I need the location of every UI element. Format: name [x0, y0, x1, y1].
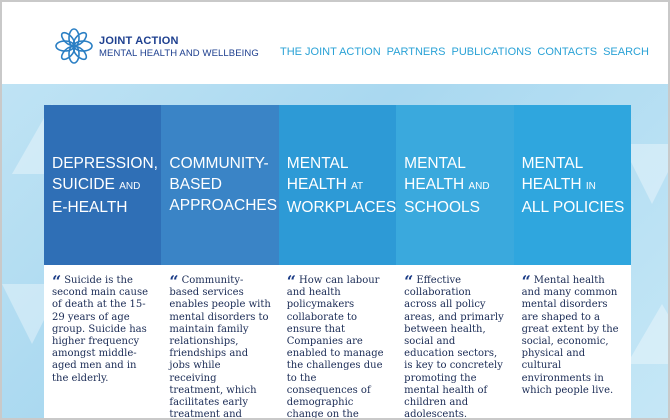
topic-title[interactable]: MENTAL HEALTH AT WORKPLACES: [278, 105, 397, 265]
logo-title[interactable]: JOINT ACTION: [99, 35, 179, 47]
topic-community[interactable]: COMMUNITY- BASED APPROACHES “Community-b…: [161, 105, 279, 418]
topic-all-policies[interactable]: MENTAL HEALTH IN ALL POLICIES “Mental he…: [513, 105, 631, 418]
topic-title[interactable]: COMMUNITY- BASED APPROACHES: [161, 105, 279, 265]
logo-flower-icon[interactable]: [54, 28, 94, 64]
topic-quote: “Effective collaboration across all poli…: [396, 265, 514, 418]
nav-partners[interactable]: PARTNERS: [386, 46, 446, 58]
topic-quote: “Suicide is the second main cause of dea…: [44, 265, 162, 418]
quote-mark-icon: “: [169, 272, 179, 291]
nav-search[interactable]: SEARCH: [603, 46, 649, 58]
logo-subtitle[interactable]: MENTAL HEALTH AND WELLBEING: [99, 48, 259, 59]
quote-mark-icon: “: [521, 272, 531, 291]
topic-quote: “Mental health and many common mental di…: [513, 265, 631, 418]
nav-contacts[interactable]: CONTACTS: [537, 46, 598, 58]
topic-columns: DEPRESSION, SUICIDE AND E-HEALTH “Suicid…: [44, 105, 631, 418]
quote-mark-icon: “: [404, 272, 414, 291]
topic-title[interactable]: MENTAL HEALTH IN ALL POLICIES: [513, 105, 631, 265]
topic-workplaces[interactable]: MENTAL HEALTH AT WORKPLACES “How can lab…: [278, 105, 397, 418]
topic-quote: “How can labour and health policymakers …: [278, 265, 397, 418]
nav-the-joint-action[interactable]: THE JOINT ACTION: [280, 46, 381, 58]
topic-depression[interactable]: DEPRESSION, SUICIDE AND E-HEALTH “Suicid…: [44, 105, 162, 418]
topic-schools[interactable]: MENTAL HEALTH AND SCHOOLS “Effective col…: [396, 105, 514, 418]
site-header: JOINT ACTION MENTAL HEALTH AND WELLBEING…: [2, 2, 668, 84]
topic-title[interactable]: DEPRESSION, SUICIDE AND E-HEALTH: [44, 105, 162, 265]
nav-publications[interactable]: PUBLICATIONS: [451, 46, 532, 58]
quote-mark-icon: “: [52, 272, 62, 291]
topic-title[interactable]: MENTAL HEALTH AND SCHOOLS: [396, 105, 514, 265]
quote-mark-icon: “: [286, 272, 296, 291]
main-nav: THE JOINT ACTION PARTNERS PUBLICATIONS C…: [280, 46, 649, 58]
topic-quote: “Community-based services enables people…: [161, 265, 279, 418]
